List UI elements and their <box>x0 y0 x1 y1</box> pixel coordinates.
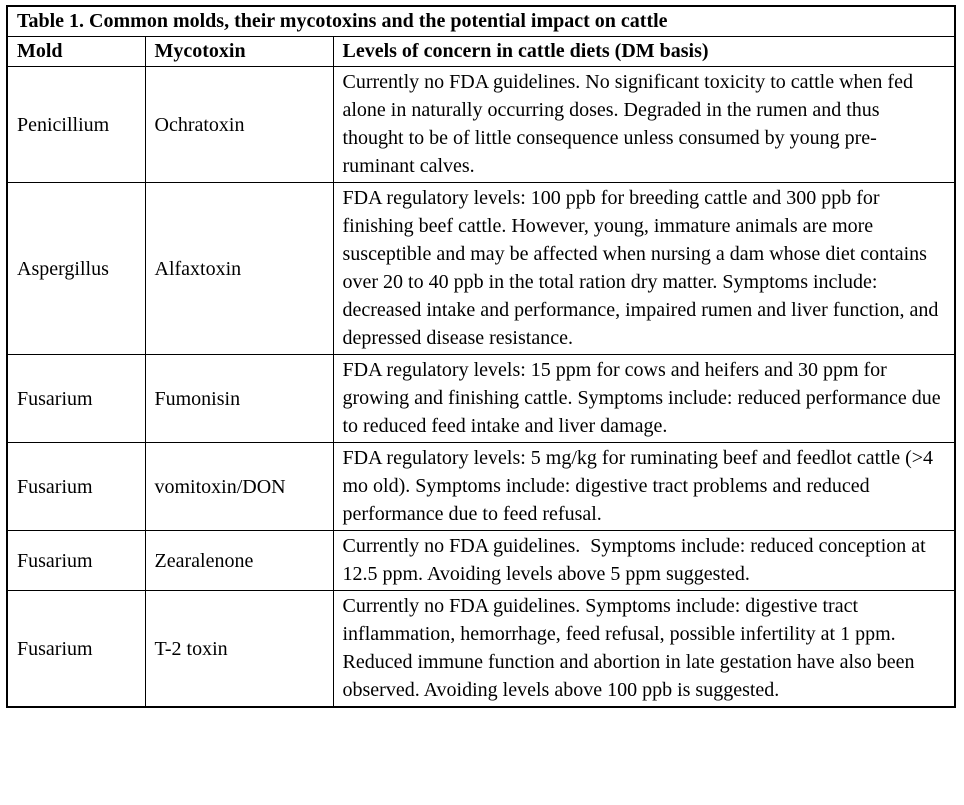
table-row: Penicillium Ochratoxin Currently no FDA … <box>6 66 956 183</box>
header-row: Mold Mycotoxin Levels of concern in catt… <box>6 36 956 67</box>
mycotoxin-cell: Zearalenone <box>144 530 334 591</box>
title-row: Table 1. Common molds, their mycotoxins … <box>6 5 956 37</box>
mycotoxin-table: Table 1. Common molds, their mycotoxins … <box>6 5 957 708</box>
table-row: Fusarium Zearalenone Currently no FDA gu… <box>6 530 956 591</box>
levels-cell: Currently no FDA guidelines. Symptoms in… <box>332 530 956 591</box>
table-title: Table 1. Common molds, their mycotoxins … <box>6 5 956 37</box>
mold-cell: Penicillium <box>6 66 146 183</box>
mold-cell: Fusarium <box>6 590 146 708</box>
col-header-mold: Mold <box>6 36 146 67</box>
levels-cell: Currently no FDA guidelines. Symptoms in… <box>332 590 956 708</box>
col-header-mycotoxin: Mycotoxin <box>144 36 334 67</box>
mycotoxin-cell: T-2 toxin <box>144 590 334 708</box>
mycotoxin-cell: vomitoxin/DON <box>144 442 334 531</box>
levels-cell: FDA regulatory levels: 100 ppb for breed… <box>332 182 956 355</box>
mold-cell: Fusarium <box>6 442 146 531</box>
mycotoxin-cell: Ochratoxin <box>144 66 334 183</box>
table-row: Fusarium T-2 toxin Currently no FDA guid… <box>6 590 956 708</box>
col-header-levels: Levels of concern in cattle diets (DM ba… <box>332 36 956 67</box>
table-row: Fusarium Fumonisin FDA regulatory levels… <box>6 354 956 443</box>
mold-cell: Fusarium <box>6 530 146 591</box>
mold-cell: Fusarium <box>6 354 146 443</box>
levels-cell: FDA regulatory levels: 15 ppm for cows a… <box>332 354 956 443</box>
table-row: Aspergillus Alfaxtoxin FDA regulatory le… <box>6 182 956 355</box>
mycotoxin-cell: Alfaxtoxin <box>144 182 334 355</box>
table-row: Fusarium vomitoxin/DON FDA regulatory le… <box>6 442 956 531</box>
mold-cell: Aspergillus <box>6 182 146 355</box>
mycotoxin-cell: Fumonisin <box>144 354 334 443</box>
levels-cell: Currently no FDA guidelines. No signific… <box>332 66 956 183</box>
levels-cell: FDA regulatory levels: 5 mg/kg for rumin… <box>332 442 956 531</box>
